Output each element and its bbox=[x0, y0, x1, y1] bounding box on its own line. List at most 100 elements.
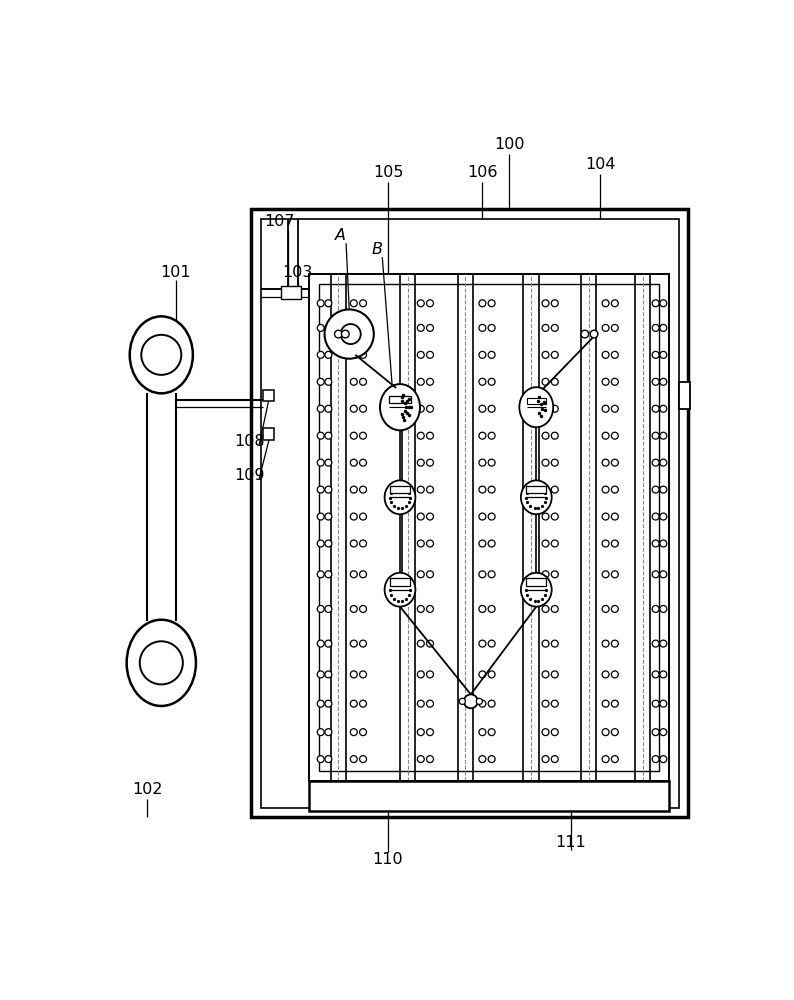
Circle shape bbox=[418, 640, 424, 647]
Circle shape bbox=[551, 378, 558, 385]
Circle shape bbox=[426, 729, 434, 736]
Circle shape bbox=[652, 671, 659, 678]
Circle shape bbox=[660, 671, 667, 678]
Circle shape bbox=[459, 698, 465, 704]
Circle shape bbox=[479, 432, 486, 439]
Circle shape bbox=[360, 756, 367, 763]
Circle shape bbox=[581, 330, 588, 338]
Circle shape bbox=[488, 605, 495, 612]
Circle shape bbox=[418, 513, 424, 520]
Circle shape bbox=[488, 432, 495, 439]
Circle shape bbox=[660, 729, 667, 736]
Circle shape bbox=[350, 671, 357, 678]
Circle shape bbox=[350, 432, 357, 439]
Circle shape bbox=[318, 513, 324, 520]
Circle shape bbox=[660, 540, 667, 547]
Circle shape bbox=[611, 640, 619, 647]
Circle shape bbox=[360, 700, 367, 707]
Circle shape bbox=[602, 378, 609, 385]
Circle shape bbox=[426, 405, 434, 412]
Circle shape bbox=[350, 729, 357, 736]
Circle shape bbox=[325, 300, 332, 307]
Text: 107: 107 bbox=[264, 214, 295, 229]
Circle shape bbox=[360, 432, 367, 439]
Circle shape bbox=[551, 513, 558, 520]
Circle shape bbox=[660, 571, 667, 578]
Circle shape bbox=[551, 351, 558, 358]
Circle shape bbox=[350, 378, 357, 385]
Circle shape bbox=[318, 300, 324, 307]
Circle shape bbox=[350, 351, 357, 358]
Bar bbox=[309, 274, 669, 781]
Circle shape bbox=[325, 309, 374, 359]
Circle shape bbox=[602, 432, 609, 439]
Circle shape bbox=[360, 459, 367, 466]
Circle shape bbox=[652, 351, 659, 358]
Ellipse shape bbox=[380, 384, 420, 430]
Circle shape bbox=[418, 378, 424, 385]
Circle shape bbox=[325, 729, 332, 736]
Circle shape bbox=[350, 700, 357, 707]
Circle shape bbox=[418, 756, 424, 763]
Circle shape bbox=[602, 324, 609, 331]
Circle shape bbox=[360, 640, 367, 647]
Circle shape bbox=[360, 571, 367, 578]
Circle shape bbox=[418, 300, 424, 307]
Circle shape bbox=[426, 351, 434, 358]
Circle shape bbox=[318, 459, 324, 466]
Circle shape bbox=[660, 756, 667, 763]
Circle shape bbox=[418, 700, 424, 707]
Text: A: A bbox=[334, 228, 345, 243]
Bar bbox=[319, 284, 659, 771]
Circle shape bbox=[602, 459, 609, 466]
Text: 100: 100 bbox=[494, 137, 525, 152]
Circle shape bbox=[652, 486, 659, 493]
Circle shape bbox=[542, 405, 549, 412]
Bar bbox=[261, 219, 679, 808]
Circle shape bbox=[602, 540, 609, 547]
Circle shape bbox=[479, 300, 486, 307]
Circle shape bbox=[479, 459, 486, 466]
Circle shape bbox=[602, 351, 609, 358]
Circle shape bbox=[479, 640, 486, 647]
Circle shape bbox=[611, 729, 619, 736]
Circle shape bbox=[140, 641, 183, 684]
Bar bbox=[390, 578, 410, 586]
Circle shape bbox=[350, 405, 357, 412]
Circle shape bbox=[652, 432, 659, 439]
Circle shape bbox=[542, 378, 549, 385]
Circle shape bbox=[418, 540, 424, 547]
Circle shape bbox=[341, 330, 349, 338]
Circle shape bbox=[551, 459, 558, 466]
Text: 105: 105 bbox=[373, 165, 403, 180]
Circle shape bbox=[418, 405, 424, 412]
Circle shape bbox=[542, 671, 549, 678]
Circle shape bbox=[488, 486, 495, 493]
Circle shape bbox=[660, 351, 667, 358]
Circle shape bbox=[652, 540, 659, 547]
Ellipse shape bbox=[519, 387, 553, 427]
Circle shape bbox=[551, 729, 558, 736]
Circle shape bbox=[660, 486, 667, 493]
Circle shape bbox=[602, 513, 609, 520]
Circle shape bbox=[660, 432, 667, 439]
Circle shape bbox=[479, 540, 486, 547]
Circle shape bbox=[488, 324, 495, 331]
Circle shape bbox=[542, 540, 549, 547]
Circle shape bbox=[479, 756, 486, 763]
Circle shape bbox=[426, 486, 434, 493]
Circle shape bbox=[602, 640, 609, 647]
Circle shape bbox=[652, 756, 659, 763]
Text: 111: 111 bbox=[556, 835, 586, 850]
Text: 106: 106 bbox=[467, 165, 498, 180]
Circle shape bbox=[418, 729, 424, 736]
Circle shape bbox=[350, 300, 357, 307]
Circle shape bbox=[318, 378, 324, 385]
Circle shape bbox=[542, 571, 549, 578]
Circle shape bbox=[660, 324, 667, 331]
Circle shape bbox=[318, 405, 324, 412]
Circle shape bbox=[325, 351, 332, 358]
Circle shape bbox=[488, 513, 495, 520]
Circle shape bbox=[350, 486, 357, 493]
Circle shape bbox=[542, 432, 549, 439]
